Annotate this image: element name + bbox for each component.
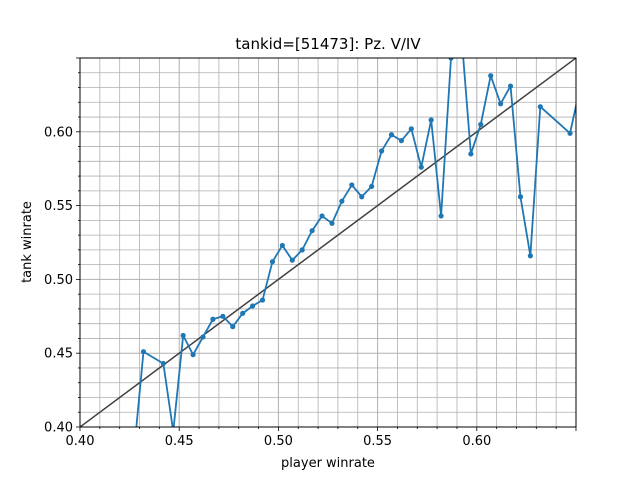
data-point — [269, 259, 276, 265]
data-point — [488, 73, 494, 79]
y-tick-label: 0.55 — [44, 199, 73, 214]
data-point — [388, 132, 395, 138]
y-tick-label: 0.60 — [44, 125, 73, 140]
data-point — [299, 247, 305, 253]
data-point — [140, 349, 147, 355]
x-tick-label: 0.60 — [462, 434, 491, 449]
data-point — [259, 297, 266, 303]
data-point — [319, 213, 325, 219]
data-point — [527, 253, 533, 259]
data-point — [418, 164, 424, 170]
data-point — [230, 324, 236, 330]
data-point — [517, 194, 524, 200]
data-point — [448, 58, 454, 61]
data-point — [190, 352, 196, 358]
data-point — [329, 220, 335, 226]
x-tick-label: 0.55 — [363, 434, 392, 449]
data-point — [378, 148, 385, 154]
data-point — [537, 104, 543, 110]
plot-frame — [79, 57, 577, 428]
data-point — [200, 334, 206, 340]
data-point — [498, 101, 504, 107]
data-point — [240, 310, 246, 316]
data-point — [398, 138, 405, 144]
data-point — [279, 242, 285, 249]
y-tick-label: 0.40 — [44, 421, 73, 436]
data-point — [339, 198, 345, 204]
data-point — [369, 183, 375, 190]
data-point — [349, 182, 355, 188]
data-point — [359, 194, 365, 200]
data-point — [567, 130, 573, 136]
data-point — [309, 228, 315, 234]
data-point — [220, 313, 226, 319]
data-point — [180, 332, 186, 339]
x-tick-label: 0.40 — [66, 434, 95, 449]
chart-title: tankid=[51473]: Pz. V/IV — [235, 35, 421, 53]
data-point — [428, 117, 434, 123]
x-tick-label: 0.45 — [165, 434, 194, 449]
plot-area — [80, 58, 576, 427]
y-axis-label: tank winrate — [20, 201, 35, 283]
data-point — [468, 151, 474, 157]
data-point — [160, 360, 166, 367]
data-point — [478, 121, 484, 128]
y-tick-label: 0.45 — [44, 347, 73, 362]
data-point — [408, 126, 414, 132]
x-axis-label: player winrate — [281, 456, 375, 471]
y-tick-label: 0.50 — [44, 273, 73, 288]
data-point — [250, 303, 256, 309]
ticks: 0.40 0.45 0.50 0.55 0.60 0.40 0.45 0.50 0.55 0.60 — [44, 57, 577, 449]
data-point — [438, 213, 444, 219]
data-point — [289, 257, 295, 263]
data-point — [507, 83, 514, 89]
x-tick-label: 0.50 — [264, 434, 293, 449]
data-point — [210, 316, 216, 322]
